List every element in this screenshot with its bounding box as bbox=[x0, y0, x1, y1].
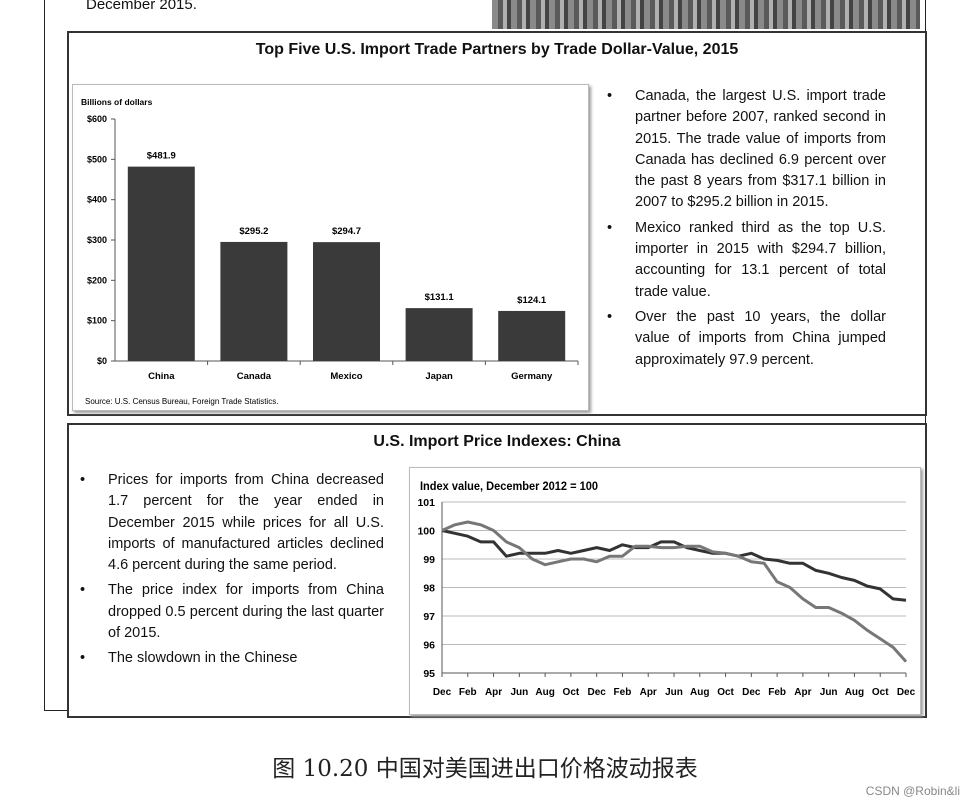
x-tick-label: Aug bbox=[690, 687, 709, 698]
y-tick-label: 101 bbox=[417, 497, 435, 509]
x-tick-label: Dec bbox=[897, 687, 916, 698]
bar bbox=[127, 166, 195, 361]
x-tick-label: Feb bbox=[768, 687, 786, 698]
bar-value-label: $295.2 bbox=[239, 226, 268, 237]
y-tick-label: 97 bbox=[423, 611, 435, 623]
line-chart-box: Index value, December 2012 = 100 95 96 97 98… bbox=[409, 467, 921, 715]
bar-value-label: $124.1 bbox=[517, 295, 547, 306]
x-tick-label: Feb bbox=[459, 687, 477, 698]
x-tick-label: Oct bbox=[563, 687, 580, 698]
great-wall-photo bbox=[492, 0, 920, 29]
series-line-light bbox=[441, 520, 908, 663]
panel1-bullets: Canada, the largest U.S. import trade pa… bbox=[607, 86, 886, 375]
panel2-bullets: Prices for imports from China decreased … bbox=[80, 470, 384, 674]
x-tick-label: Jun bbox=[820, 687, 838, 698]
bar-value-label: $481.9 bbox=[147, 151, 176, 162]
bullet: The slowdown in the Chinese bbox=[80, 648, 384, 670]
x-tick-label: Jun bbox=[510, 687, 528, 698]
bar bbox=[220, 241, 288, 361]
y-tick-label: 99 bbox=[423, 554, 435, 566]
bullet: Canada, the largest U.S. import trade pa… bbox=[607, 86, 886, 214]
y-tick-label: $300 bbox=[87, 235, 107, 245]
bar-chart: Billions of dollars $0 $100 $200 $300 $400 $50… bbox=[81, 97, 579, 406]
bar-value-label: $131.1 bbox=[425, 292, 455, 303]
bar-chart-box: Billions of dollars $0 $100 $200 $300 $400 $50… bbox=[72, 84, 589, 411]
trade-partners-panel: Top Five U.S. Import Trade Partners by T… bbox=[67, 31, 927, 416]
y-tick-label: 95 bbox=[423, 668, 435, 680]
top-text: December 2015. bbox=[86, 0, 197, 13]
series-line-dark bbox=[441, 529, 907, 602]
chart-source: Source: U.S. Census Bureau, Foreign Trad… bbox=[85, 397, 278, 406]
x-tick-label: Aug bbox=[845, 687, 864, 698]
y-tick-label: 96 bbox=[423, 640, 435, 652]
y-axis-title: Billions of dollars bbox=[81, 97, 153, 107]
price-index-panel: U.S. Import Price Indexes: China Prices … bbox=[67, 423, 927, 718]
x-tick-label: Oct bbox=[717, 687, 734, 698]
y-tick-label: 100 bbox=[417, 526, 435, 538]
x-tick-label: Apr bbox=[485, 687, 502, 698]
x-tick-label: Apr bbox=[794, 687, 811, 698]
x-tick-label: China bbox=[148, 371, 175, 382]
x-tick-label: Feb bbox=[614, 687, 632, 698]
bar bbox=[405, 308, 473, 361]
x-tick-label: Dec bbox=[433, 687, 452, 698]
chart-title: Index value, December 2012 = 100 bbox=[420, 481, 598, 493]
x-tick-label: Oct bbox=[872, 687, 889, 698]
y-tick-label: $100 bbox=[87, 316, 107, 326]
y-tick-label: $600 bbox=[87, 114, 107, 124]
bullet: The price index for imports from China d… bbox=[80, 580, 384, 644]
x-tick-label: Canada bbox=[237, 371, 272, 382]
bullet: Over the past 10 years, the dollar value… bbox=[607, 307, 886, 371]
x-tick-label: Germany bbox=[511, 371, 553, 382]
x-tick-label: Aug bbox=[535, 687, 554, 698]
panel-title: Top Five U.S. Import Trade Partners by T… bbox=[255, 41, 739, 58]
y-tick-label: $200 bbox=[87, 275, 107, 285]
x-tick-label: Mexico bbox=[330, 371, 362, 382]
y-tick-label: $0 bbox=[97, 356, 107, 366]
bar-value-label: $294.7 bbox=[332, 226, 361, 237]
bullet: Mexico ranked third as the top U.S. impo… bbox=[607, 218, 886, 303]
y-tick-label: $500 bbox=[87, 154, 107, 164]
bar bbox=[498, 310, 566, 361]
x-tick-label: Japan bbox=[425, 371, 453, 382]
panel-title: U.S. Import Price Indexes: China bbox=[373, 433, 621, 450]
x-tick-label: Apr bbox=[640, 687, 657, 698]
line-chart: Index value, December 2012 = 100 95 96 97 98… bbox=[417, 481, 916, 698]
bullet: Prices for imports from China decreased … bbox=[80, 470, 384, 576]
x-tick-label: Dec bbox=[742, 687, 761, 698]
x-tick-label: Dec bbox=[587, 687, 606, 698]
x-tick-label: Jun bbox=[665, 687, 683, 698]
y-tick-label: $400 bbox=[87, 195, 107, 205]
bar bbox=[313, 242, 380, 361]
figure-caption: 图 10.20 中国对美国进出口价格波动报表 bbox=[272, 756, 698, 782]
watermark: CSDN @Robin&li bbox=[865, 784, 960, 798]
y-tick-label: 98 bbox=[423, 583, 435, 595]
